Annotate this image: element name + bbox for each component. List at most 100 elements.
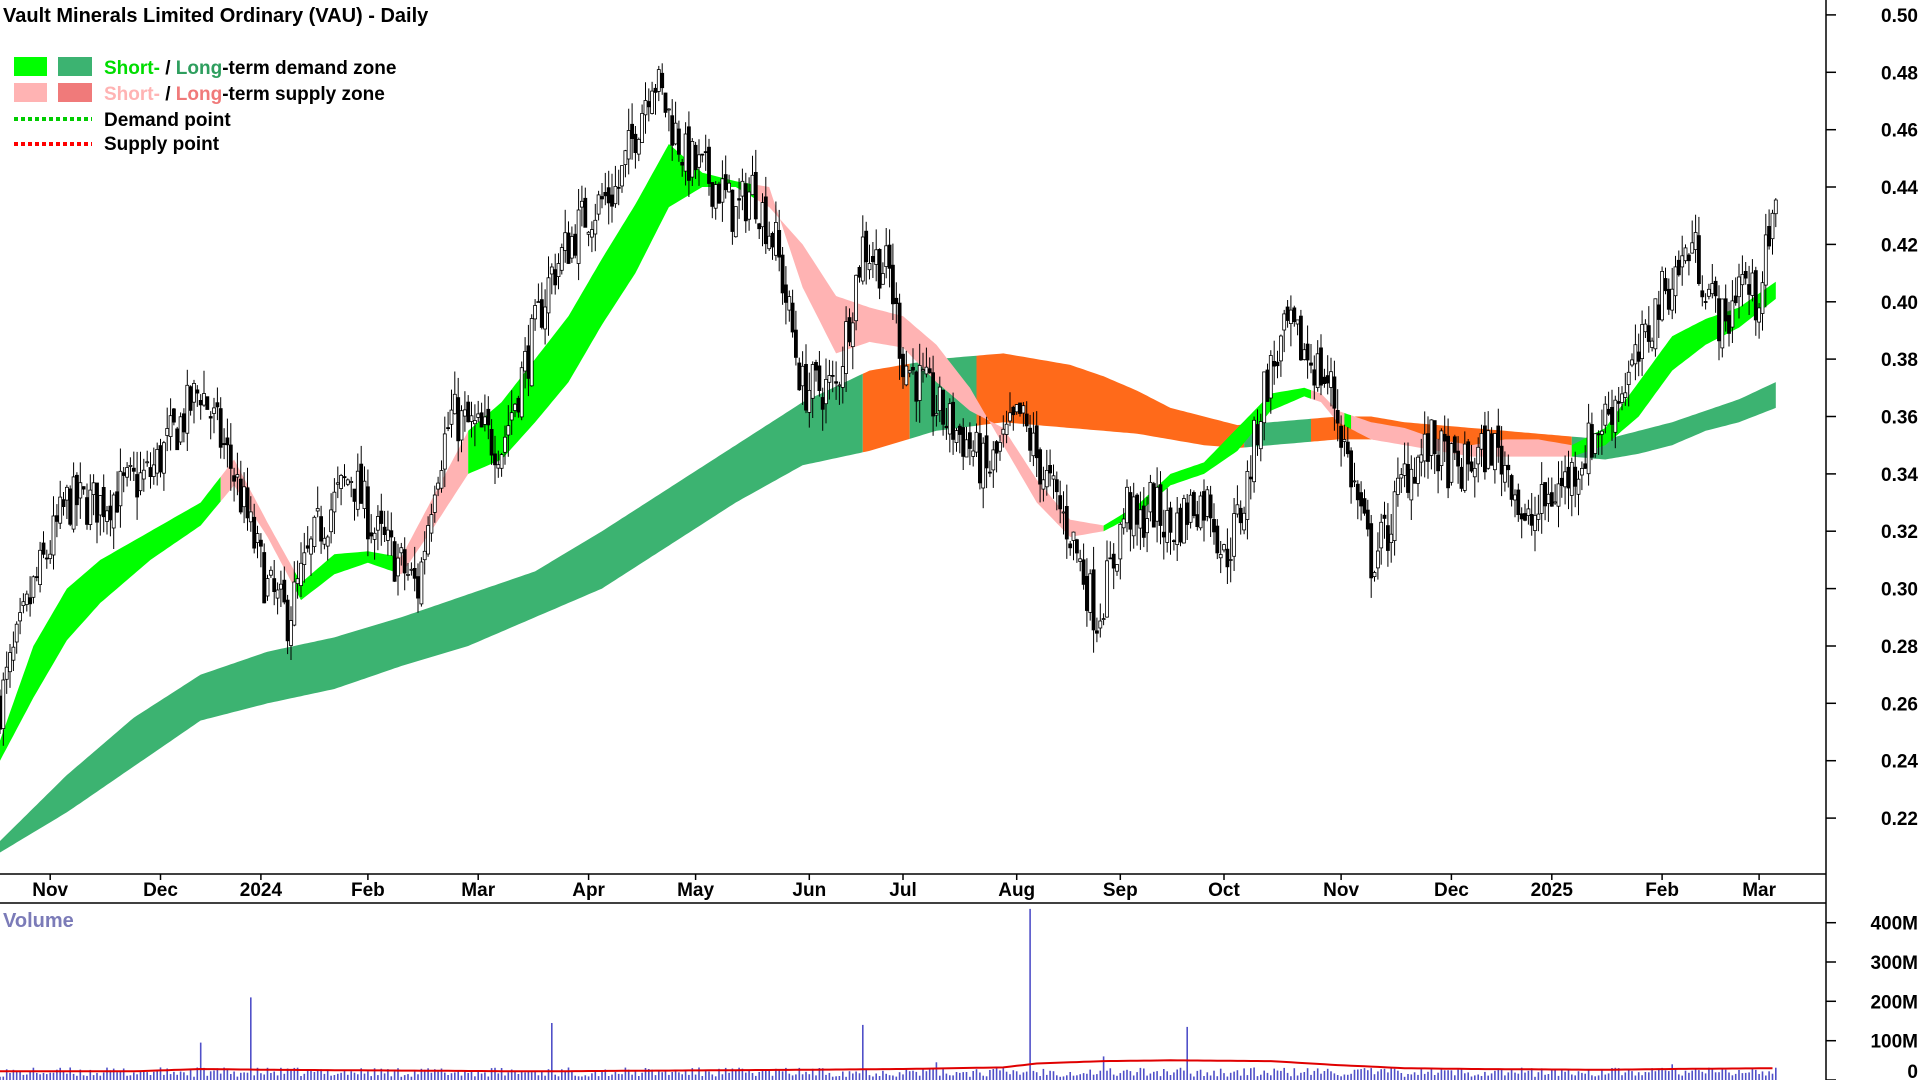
candle-body: [95, 482, 99, 523]
candle-body: [1131, 496, 1136, 537]
candle: [379, 493, 384, 546]
candle-body: [1068, 543, 1073, 549]
candle: [192, 379, 196, 424]
candle-body: [891, 264, 895, 305]
candle-body: [4, 666, 9, 680]
candle-body: [1285, 306, 1290, 321]
candle: [1723, 284, 1728, 332]
candle: [1135, 493, 1139, 546]
candle-body: [1439, 430, 1444, 466]
candle: [1409, 455, 1414, 520]
candle: [1630, 353, 1634, 368]
candle-body: [1519, 513, 1524, 520]
candle: [125, 462, 129, 487]
candle: [1730, 280, 1735, 343]
candle-body: [860, 236, 865, 282]
candle: [630, 103, 634, 160]
candle: [1496, 408, 1501, 463]
candle: [258, 533, 263, 568]
candle-body: [787, 296, 792, 311]
candle: [717, 181, 721, 204]
candle: [128, 457, 133, 481]
candle: [1011, 405, 1016, 431]
candle-body: [1118, 523, 1123, 560]
candle-body: [409, 568, 414, 571]
candle: [1085, 558, 1089, 627]
candle: [667, 108, 671, 132]
candle: [646, 88, 651, 122]
candle-body: [1379, 521, 1384, 549]
candle-body: [1128, 492, 1133, 530]
candle: [1733, 277, 1738, 306]
candle: [747, 177, 751, 231]
candle: [65, 484, 69, 519]
candle-body: [730, 189, 735, 232]
candle-body: [1590, 424, 1594, 458]
candle-body: [626, 130, 631, 160]
candle-body: [1459, 466, 1464, 489]
candle-body: [14, 623, 19, 643]
candle-body: [1038, 449, 1042, 485]
candle-body: [1028, 427, 1032, 451]
candle-body: [777, 229, 782, 258]
candle: [1526, 499, 1531, 525]
candle-body: [954, 430, 959, 444]
candle-body: [1412, 476, 1417, 484]
candle-body: [222, 443, 227, 446]
candle-body: [961, 427, 966, 457]
candle-body: [218, 408, 223, 448]
candle: [14, 621, 19, 654]
candle-body: [476, 413, 481, 418]
candle: [1054, 471, 1059, 511]
candle: [573, 224, 578, 259]
candle-body: [1282, 313, 1287, 331]
candle: [633, 126, 638, 169]
candle: [1058, 480, 1063, 524]
candle: [1767, 209, 1771, 250]
candle: [824, 358, 828, 424]
candle-body: [951, 401, 955, 440]
candle: [650, 81, 654, 115]
candle: [1402, 442, 1407, 488]
candle: [1707, 283, 1711, 300]
candle-body: [459, 410, 464, 441]
candle-body: [827, 375, 832, 383]
candle-body: [58, 496, 63, 524]
candle-body: [733, 206, 738, 238]
candle-body: [81, 486, 86, 490]
legend-supply-sep: /: [160, 84, 176, 105]
candle: [1064, 484, 1069, 559]
candle-body: [968, 432, 972, 449]
legend-supply-point: Supply point: [104, 134, 220, 155]
candle-body: [1272, 360, 1277, 367]
candle-body: [1660, 270, 1664, 321]
candle-body: [1182, 498, 1186, 544]
candle-body: [1071, 531, 1076, 541]
candle: [81, 486, 86, 495]
candle-body: [1493, 433, 1497, 471]
candle-body: [533, 305, 537, 320]
volume-tick-label: 0: [1907, 1062, 1918, 1080]
candle-body: [168, 415, 173, 438]
candle: [1376, 532, 1380, 580]
candle-body: [1258, 421, 1263, 450]
candle-body: [1064, 505, 1069, 540]
candle: [891, 243, 895, 320]
y-tick-label: 0.26: [1881, 694, 1918, 715]
candle: [34, 566, 39, 582]
candle: [355, 453, 360, 517]
candle: [616, 169, 621, 206]
candle-body: [917, 365, 922, 401]
candle: [1238, 500, 1243, 535]
candle-body: [339, 474, 344, 489]
candle-body: [1640, 324, 1644, 359]
candle-body: [503, 436, 507, 453]
candle: [88, 474, 93, 531]
candle: [85, 483, 89, 530]
candle-body: [814, 361, 818, 371]
x-tick-label: 2024: [240, 880, 283, 901]
candle-body: [1747, 284, 1751, 295]
candle-body: [252, 516, 257, 549]
candle-body: [837, 384, 842, 387]
candle-body: [1760, 282, 1765, 314]
